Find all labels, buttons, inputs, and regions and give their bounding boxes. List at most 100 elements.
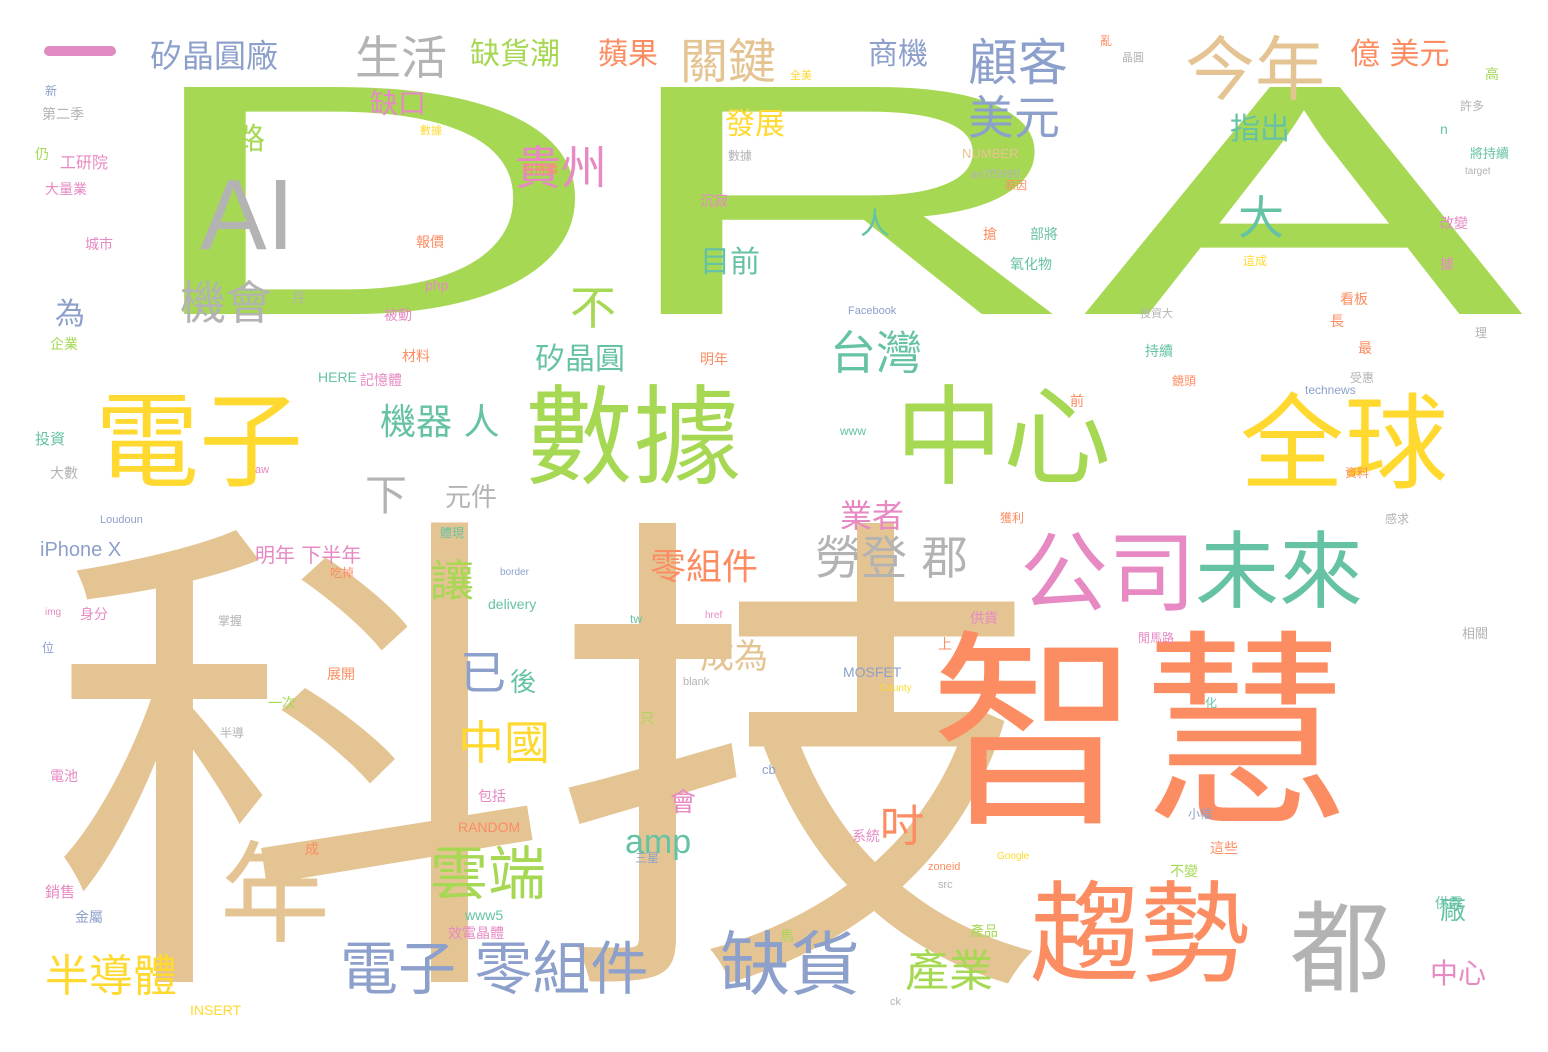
word-103: 效電晶體: [448, 926, 504, 942]
word-2: 科技: [50, 479, 1050, 1052]
word-11: AI: [200, 159, 295, 271]
word-142: 全美: [790, 69, 812, 82]
word-77: 明年: [700, 352, 728, 368]
word-119: 受惠: [1350, 371, 1375, 385]
word-93: 閒馬路: [1138, 631, 1175, 645]
word-97: INSERT: [190, 1002, 242, 1018]
word-45: 缺口: [370, 87, 427, 120]
word-4: 數據: [525, 376, 742, 501]
word-29: 已: [460, 646, 506, 700]
word-148: zoneid: [928, 861, 961, 873]
word-21: 生活: [355, 31, 447, 85]
word-17: 雲端: [430, 840, 547, 908]
word-102: 不變: [1170, 864, 1198, 880]
word-150: Google: [997, 851, 1030, 862]
word-14: 都: [1290, 891, 1390, 1008]
word-82: 氧化物: [1010, 257, 1052, 273]
word-87: 許多: [1460, 99, 1485, 113]
word-72: 記憶體: [360, 373, 402, 389]
word-47: 發展: [725, 107, 785, 142]
word-6: 電子: [95, 381, 304, 503]
word-74: 報價: [416, 235, 444, 251]
word-37: 成為: [700, 637, 768, 677]
word-145: 投資大: [1140, 307, 1173, 320]
word-147: tw: [630, 612, 642, 626]
word-154: img: [45, 607, 62, 618]
word-1: DRAM: [130, 15, 1548, 384]
decorative-dash: [44, 46, 116, 56]
word-111: 掌握: [218, 614, 243, 628]
word-65: 大數: [50, 466, 78, 482]
word-157: aw: [255, 464, 270, 476]
word-25: 大: [1238, 191, 1284, 245]
word-110: 展開: [327, 667, 355, 683]
word-156: ck: [890, 996, 901, 1008]
word-109: 半導: [220, 726, 245, 740]
word-68: 銷售: [45, 883, 76, 901]
word-34: 下: [365, 471, 408, 520]
word-79: ae7f5990: [970, 167, 1021, 181]
word-130: n: [1440, 121, 1448, 137]
word-3: 智慧: [930, 612, 1351, 857]
word-81: 部將: [1030, 227, 1058, 243]
word-100: 小幅: [1188, 807, 1213, 821]
word-19: 勞登 郡: [815, 531, 968, 585]
word-98: 系統: [852, 829, 880, 845]
word-73: 被動: [384, 308, 412, 324]
word-42: 蘋果: [598, 37, 658, 72]
word-13: 年: [220, 831, 330, 959]
word-58: 明年 下半年: [255, 543, 362, 567]
word-84: 鏡頭: [1172, 374, 1197, 388]
word-31: 產業: [905, 946, 993, 997]
word-149: src: [938, 879, 953, 891]
word-7: 全球: [1240, 383, 1449, 505]
word-138: 搶: [983, 227, 997, 243]
word-107: php: [425, 277, 449, 293]
word-91: 相關: [1462, 627, 1489, 642]
word-54: 後: [510, 668, 537, 698]
word-32: 吋: [880, 801, 924, 852]
word-128: 最: [1358, 341, 1372, 357]
word-20: 機會: [180, 276, 272, 330]
word-106: delivery: [488, 596, 537, 612]
word-122: 只: [640, 711, 654, 727]
word-40: 矽晶圓廠: [150, 37, 279, 75]
word-131: 馬: [780, 929, 794, 945]
word-69: 金屬: [75, 910, 103, 926]
word-41: 缺貨潮: [470, 37, 560, 72]
word-121: 感求: [1385, 512, 1410, 526]
word-123: 三星: [635, 851, 660, 865]
word-153: border: [500, 567, 529, 578]
word-134: 新: [45, 84, 58, 98]
word-83: 持續: [1145, 344, 1173, 360]
word-135: 仍: [35, 147, 49, 163]
word-104: 包括: [478, 789, 506, 805]
word-125: 化: [1205, 696, 1218, 710]
word-30: 半導體: [45, 951, 177, 1002]
word-33: 讓: [430, 556, 474, 607]
word-5: 中心: [895, 376, 1112, 501]
word-113: 體現: [440, 526, 465, 540]
word-155: target: [1465, 166, 1491, 177]
word-112: 吃掉: [330, 566, 355, 580]
word-36: 零組件: [650, 547, 759, 588]
word-146: www: [840, 424, 866, 438]
word-151: blank: [683, 676, 710, 688]
word-38: amp: [625, 823, 692, 861]
word-78: NUMBER: [962, 146, 1019, 161]
word-139: 據: [1440, 257, 1454, 273]
word-60: 工研院: [60, 153, 109, 172]
word-133: 月: [292, 291, 306, 306]
word-132: cb: [762, 762, 776, 777]
word-51: 為: [55, 297, 85, 332]
word-15: 缺貨: [720, 924, 860, 1006]
word-124: 成: [305, 842, 319, 858]
word-137: 前: [1070, 394, 1084, 410]
word-114: technews: [1305, 383, 1356, 397]
word-127: 長: [1330, 314, 1344, 330]
word-80: 數據: [728, 149, 753, 163]
word-158: href: [705, 610, 723, 621]
word-35: 機器 人: [380, 402, 500, 443]
word-108: 一次: [268, 696, 296, 712]
word-9: 公司: [1020, 522, 1197, 625]
